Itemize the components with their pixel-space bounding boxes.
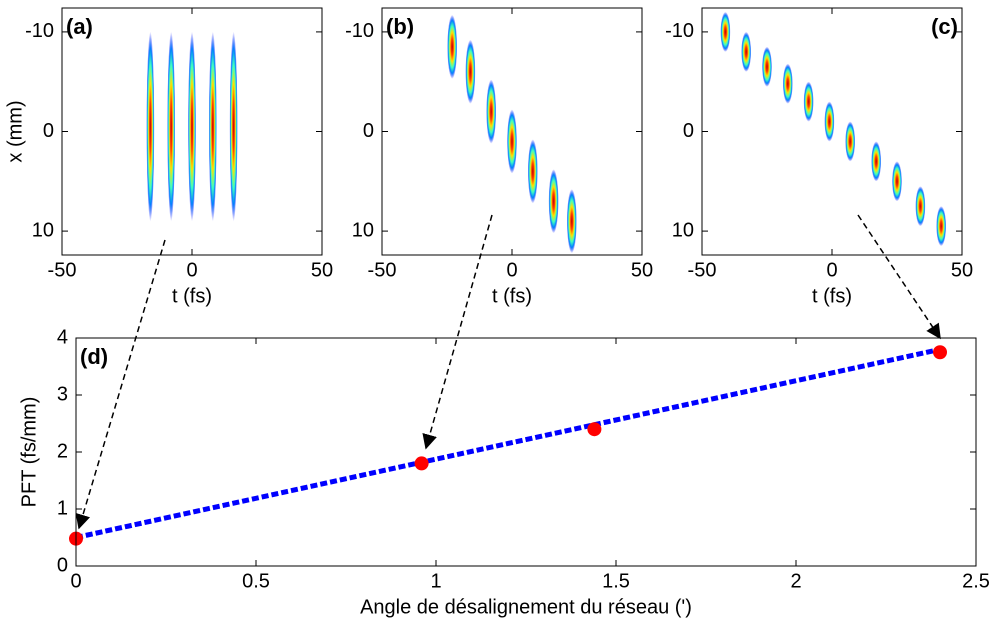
y-tick-label: 4	[57, 326, 68, 348]
panel-label: (c)	[931, 14, 958, 39]
pulse	[548, 169, 559, 234]
arrow	[857, 214, 941, 340]
y-tick-label: 0	[683, 120, 694, 142]
panel-label: (b)	[386, 14, 414, 39]
y-tick-label: 10	[672, 219, 694, 241]
x-tick-label: 0	[70, 570, 81, 592]
pulse	[566, 189, 577, 254]
pulse	[507, 109, 517, 174]
y-tick-label: 10	[352, 219, 374, 241]
pulse	[762, 46, 772, 87]
pulse	[915, 186, 926, 227]
point	[414, 456, 429, 471]
x-tick-label: 1.5	[602, 570, 630, 592]
pulse	[447, 14, 458, 79]
point	[933, 345, 947, 360]
pulse	[871, 141, 882, 182]
pulse	[167, 31, 176, 222]
pulse	[229, 31, 238, 222]
x-tick-label: 50	[951, 259, 973, 281]
y-tick-label: -10	[665, 20, 694, 42]
y-axis-label: PFT (fs/mm)	[18, 397, 40, 508]
y-tick-label: 10	[32, 219, 54, 241]
y-tick-label: 0	[43, 120, 54, 142]
panel-label: (a)	[66, 14, 93, 39]
arrows	[75, 214, 941, 530]
y-tick-label: 1	[57, 497, 68, 519]
x-tick-label: 50	[631, 259, 653, 281]
y-tick-label: 0	[57, 554, 68, 576]
x-tick-label: 0	[506, 259, 517, 281]
pulse	[720, 11, 731, 52]
x-tick-label: 0	[826, 259, 837, 281]
panel-label: (d)	[80, 344, 108, 369]
fit-line	[75, 346, 941, 540]
plot-area	[76, 338, 976, 566]
x-tick-label: -50	[368, 259, 397, 281]
pulse	[741, 31, 752, 72]
pulse	[892, 161, 902, 202]
pulse	[824, 101, 835, 142]
pulse	[188, 31, 196, 222]
pulse	[208, 31, 217, 222]
x-tick-label: 0.5	[242, 570, 270, 592]
y-tick-label: 2	[57, 440, 68, 462]
x-tick-label: 50	[311, 259, 333, 281]
y-axis-label: x (mm)	[4, 100, 26, 162]
point	[587, 422, 602, 437]
panel: 0 0.5 1 1.5 2 2.5 0 1 2 3 4 (d) Angle de désaligneme…	[18, 326, 990, 618]
pulse	[782, 63, 793, 104]
panel: -50 0 50 -10 0 10 (a) t (fs) x (mm)	[4, 7, 333, 307]
y-tick-label: 0	[363, 120, 374, 142]
arrow	[75, 239, 166, 530]
x-tick-label: 2	[790, 570, 801, 592]
x-tick-label: -50	[48, 259, 77, 281]
x-tick-label: 0	[186, 259, 197, 281]
y-tick-label: -10	[25, 20, 54, 42]
panel: -50 0 50 -10 0 10 (c) t (fs)	[665, 7, 973, 307]
pulse	[465, 39, 476, 104]
arrow	[422, 214, 493, 450]
pulse	[936, 206, 947, 247]
pulse	[845, 121, 856, 162]
y-tick-label: 3	[57, 383, 68, 405]
y-tick-label: -10	[345, 20, 374, 42]
pulse	[527, 139, 538, 204]
x-axis-label: t (fs)	[172, 285, 212, 307]
x-tick-label: -50	[688, 259, 717, 281]
x-tick-label: 1	[430, 570, 441, 592]
x-axis-label: Angle de désalignement du réseau (')	[360, 596, 692, 618]
pulse	[146, 31, 155, 222]
x-axis-label: t (fs)	[492, 285, 532, 307]
pulse	[803, 81, 814, 122]
x-tick-label: 2.5	[962, 570, 990, 592]
panel: -50 0 50 -10 0 10 (b) t (fs)	[345, 7, 653, 307]
pulse	[486, 79, 497, 144]
x-axis-label: t (fs)	[812, 285, 852, 307]
